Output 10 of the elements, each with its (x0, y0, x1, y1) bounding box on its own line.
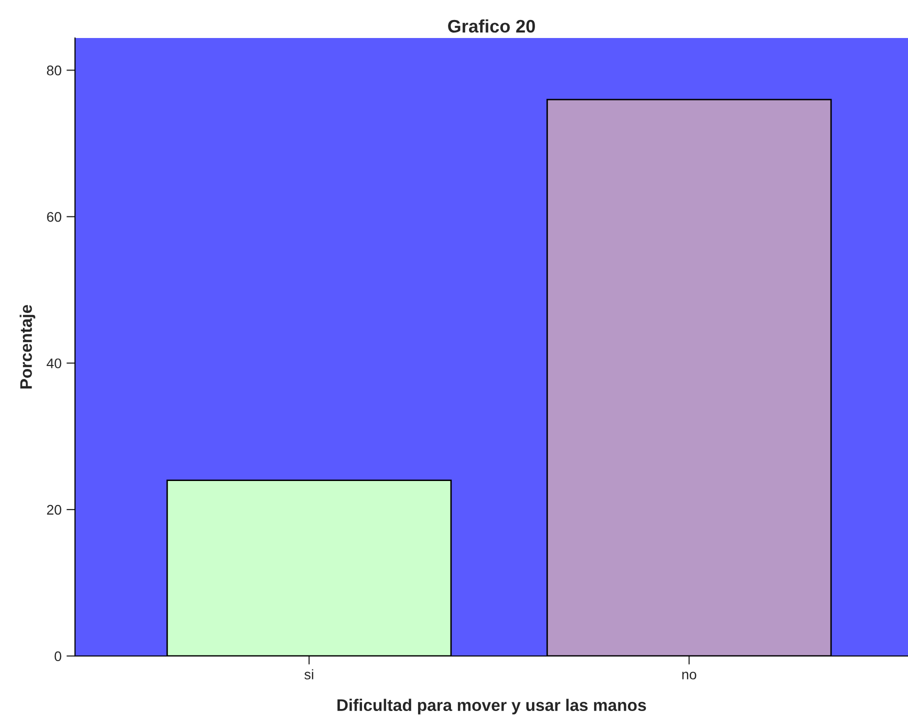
x-tick-label: si (304, 669, 314, 680)
chart-title: Grafico 20 (448, 19, 535, 33)
y-tick-label: 20 (47, 504, 62, 515)
y-tick-label: 0 (54, 651, 62, 662)
y-tick-label: 60 (47, 212, 62, 222)
y-axis-title: Porcentaje (20, 304, 36, 388)
x-axis-title: Dificultad para mover y usar las manos (337, 698, 646, 714)
y-tick-label: 80 (46, 66, 62, 76)
y-tick-label: 40 (46, 358, 62, 368)
x-tick-label: no (682, 672, 696, 680)
